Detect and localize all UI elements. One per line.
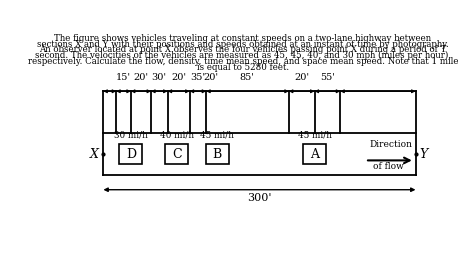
Text: Y: Y: [419, 148, 428, 160]
Text: 35': 35': [191, 73, 206, 82]
Text: sections X and Y with their positions and speeds obtained at an instant of time : sections X and Y with their positions an…: [37, 39, 449, 48]
Text: 30': 30': [152, 73, 167, 82]
Text: respectively. Calculate the flow, density, time mean speed, and space mean speed: respectively. Calculate the flow, densit…: [27, 57, 458, 66]
Text: 45 mi/h: 45 mi/h: [200, 131, 234, 140]
Text: Direction: Direction: [370, 140, 413, 149]
Text: 45 mi/h: 45 mi/h: [298, 131, 331, 140]
Text: second. The velocities of the vehicles are measured as 45, 45, 40, and 30 mph (m: second. The velocities of the vehicles a…: [35, 51, 451, 60]
Bar: [206, 144, 228, 164]
Text: is equal to 5280 feet.: is equal to 5280 feet.: [197, 63, 289, 72]
Bar: [119, 144, 142, 164]
Text: B: B: [212, 148, 222, 160]
Text: 20': 20': [171, 73, 186, 82]
Text: An observer located at point X observes the four vehicles passing point X during: An observer located at point X observes …: [39, 45, 447, 54]
Text: X: X: [90, 148, 99, 160]
Text: 20': 20': [203, 73, 219, 82]
Text: 40 mi/h: 40 mi/h: [160, 131, 194, 140]
Text: 20': 20': [133, 73, 148, 82]
Bar: [303, 144, 326, 164]
Text: 30 mi/h: 30 mi/h: [114, 131, 148, 140]
Text: A: A: [310, 148, 319, 160]
Text: 300': 300': [247, 193, 272, 203]
Text: 55': 55': [320, 73, 335, 82]
Text: of flow: of flow: [374, 162, 404, 171]
Text: 85': 85': [240, 73, 255, 82]
Bar: [165, 144, 188, 164]
Text: 15': 15': [116, 73, 131, 82]
Text: C: C: [172, 148, 182, 160]
Text: 20': 20': [294, 73, 309, 82]
Text: D: D: [126, 148, 136, 160]
Text: The figure shows vehicles traveling at constant speeds on a two-lane highway bet: The figure shows vehicles traveling at c…: [55, 34, 431, 43]
